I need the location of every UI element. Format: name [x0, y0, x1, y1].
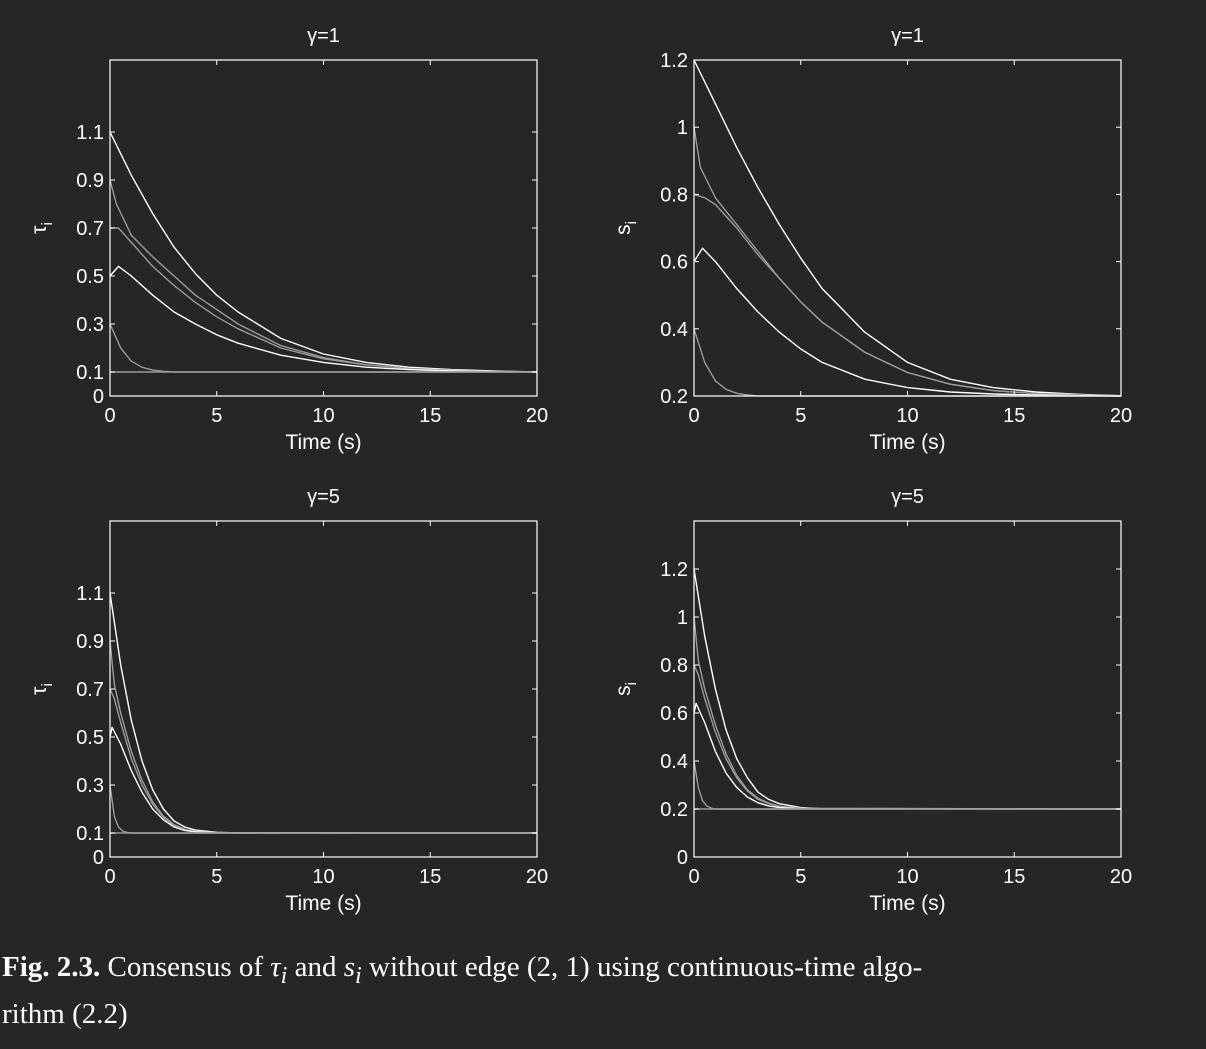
series-line-1	[109, 592, 537, 834]
x-tick-label: 15	[1003, 405, 1025, 427]
chart-title: γ=1	[307, 25, 340, 47]
series-line-4	[693, 247, 1122, 397]
y-axis-label: τi	[28, 222, 56, 234]
x-tick-label: 10	[896, 405, 918, 427]
y-axis-label: τi	[28, 683, 56, 695]
y-tick-label: 0.9	[76, 170, 104, 192]
x-tick-label: 5	[795, 866, 806, 888]
caption-symbol-tau: τ	[270, 951, 281, 983]
y-tick-label: 0.4	[660, 319, 688, 341]
y-tick-label: 0.1	[76, 362, 104, 384]
x-tick-label: 5	[795, 405, 806, 427]
x-tick-label: 20	[1110, 866, 1132, 888]
caption-text-4: rithm (2.2)	[2, 997, 128, 1030]
x-tick-label: 15	[419, 866, 441, 888]
y-tick-label: 0.7	[76, 679, 104, 701]
caption-label: Fig. 2.3.	[2, 951, 101, 983]
caption-text-3: without edge (2, 1) using continuous-tim…	[361, 951, 923, 983]
x-tick-label: 10	[312, 866, 334, 888]
y-tick-label: 1.1	[76, 583, 104, 605]
series-line-4	[109, 265, 538, 373]
series-line-4	[109, 726, 538, 834]
y-tick-label: 0	[93, 386, 104, 408]
series-line-1	[693, 59, 1122, 397]
caption-symbol-s: s	[343, 951, 356, 983]
chart-panel-s-gamma5: 0 5 10 15 20 0 0.2 0.4 0.6 0.8 1 1.2 γ=5 Time (s) si	[612, 486, 1132, 915]
y-tick-label: 0.4	[660, 751, 688, 773]
x-tick-label: 10	[896, 866, 918, 888]
x-tick-label: 0	[688, 866, 699, 888]
x-axis-label: Time (s)	[869, 431, 945, 454]
x-axis-label: Time (s)	[285, 431, 361, 454]
series-line-1	[109, 131, 538, 373]
axes-frame	[109, 59, 538, 397]
y-tick-label: 0.3	[76, 775, 104, 797]
y-axis-label: si	[612, 221, 640, 235]
series-line-3	[693, 193, 1122, 397]
y-tick-label: 0.6	[660, 252, 688, 274]
series-line-2	[693, 127, 1122, 397]
caption-subscript-tau: i	[280, 961, 288, 989]
chart-title: γ=5	[307, 486, 340, 508]
x-tick-label: 15	[1003, 866, 1025, 888]
caption-text-2: and	[287, 951, 344, 983]
x-tick-label: 20	[526, 866, 548, 888]
figure-caption: Fig. 2.3. Consensus of τi and si without…	[2, 948, 1182, 1033]
y-tick-label: 0.5	[76, 266, 104, 288]
x-axis-label: Time (s)	[285, 892, 361, 915]
chart-title: γ=1	[891, 25, 924, 47]
y-tick-label: 0.6	[660, 703, 688, 725]
y-tick-label: 0	[93, 847, 104, 869]
y-tick-label: 1.2	[660, 50, 688, 72]
series-line-1	[693, 568, 1122, 810]
x-tick-label: 20	[1110, 405, 1132, 427]
y-tick-label: 0.8	[660, 184, 688, 206]
x-tick-label: 15	[419, 405, 441, 427]
x-tick-label: 5	[211, 866, 222, 888]
series-line-5	[109, 323, 537, 373]
x-tick-label: 0	[104, 405, 115, 427]
y-axis-label: si	[612, 682, 640, 696]
y-tick-label: 0.5	[76, 727, 104, 749]
series-line-3	[693, 664, 1122, 810]
series-line-2	[109, 640, 538, 834]
y-tick-label: 0.9	[76, 631, 104, 653]
y-tick-label: 0.1	[76, 823, 104, 845]
y-tick-label: 1.1	[76, 122, 104, 144]
series-line-4	[693, 702, 1122, 810]
series-line-5	[693, 760, 1121, 810]
axes-frame	[693, 59, 1122, 397]
caption-subscript-s: i	[355, 961, 362, 989]
y-tick-label: 0.2	[660, 799, 688, 821]
y-tick-label: 0.3	[76, 314, 104, 336]
x-tick-label: 10	[312, 405, 334, 427]
x-axis-label: Time (s)	[869, 892, 945, 915]
chart-panel-tau-gamma5: 0 5 10 15 20 00.1 0.3 0.5 0.7 0.9 1.1 γ=5 Time (s) τi	[28, 486, 548, 915]
series-line-3	[109, 688, 538, 834]
caption-text-1: Consensus of	[107, 951, 271, 983]
series-line-2	[109, 179, 538, 373]
y-tick-label: 0.2	[660, 386, 688, 408]
y-tick-label: 1	[677, 607, 688, 629]
axes-frame	[693, 520, 1122, 858]
y-tick-label: 1.2	[660, 559, 688, 581]
x-tick-label: 0	[688, 405, 699, 427]
y-tick-label: 0.8	[660, 655, 688, 677]
series-line-3	[110, 227, 538, 373]
x-tick-label: 0	[104, 866, 115, 888]
y-tick-label: 0.7	[76, 218, 104, 240]
chart-panel-tau-gamma1: 0 5 10 15 20 00.1 0.3 0.5 0.7 0.9 1.1 γ=1 Time (s) τi	[28, 25, 548, 454]
x-tick-label: 20	[526, 405, 548, 427]
y-tick-label: 0	[677, 847, 688, 869]
chart-panel-s-gamma1: 0 5 10 15 20 0.2 0.4 0.6 0.8 1 1.2 γ=1 Time (s) si	[612, 25, 1132, 454]
chart-title: γ=5	[891, 486, 924, 508]
x-tick-label: 5	[211, 405, 222, 427]
axes-frame	[109, 520, 538, 858]
series-line-2	[693, 616, 1122, 810]
y-tick-label: 1	[677, 117, 688, 139]
